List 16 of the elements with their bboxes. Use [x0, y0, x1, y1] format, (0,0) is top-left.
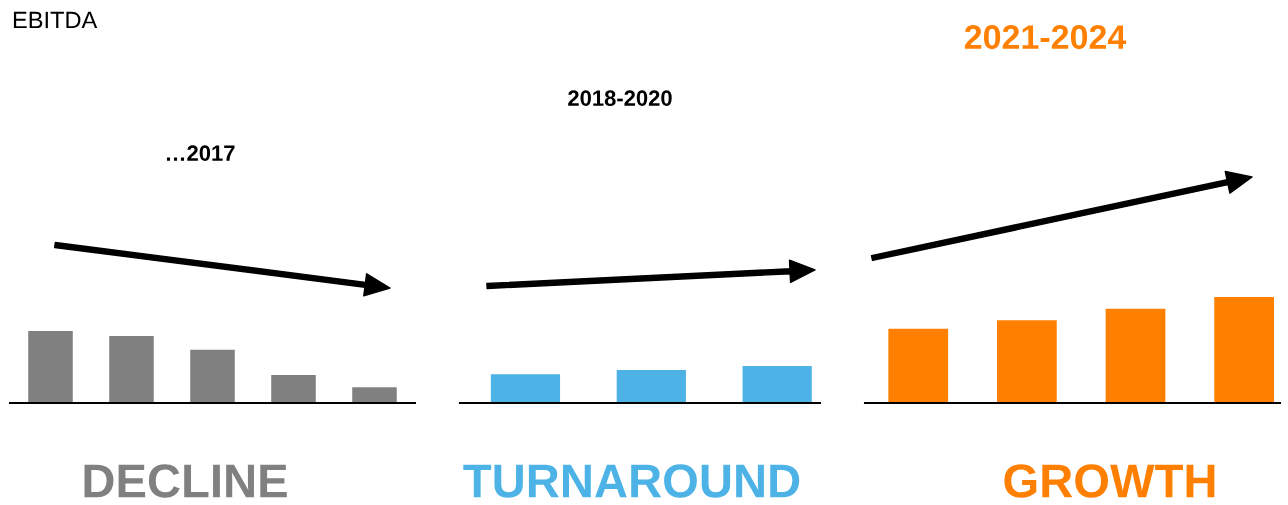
bar — [888, 328, 949, 403]
x-axis-title: DECLINE — [84, 464, 287, 498]
chart-title: 2018-2020 — [568, 90, 672, 106]
x-axis-title: TURNAROUND — [463, 464, 800, 498]
bar — [352, 387, 397, 403]
chart-title: …2017 — [166, 145, 235, 161]
bar — [190, 349, 235, 403]
bar — [1105, 308, 1166, 403]
x-axis-title: GROWTH — [1004, 464, 1215, 498]
chart-title: 2021-2024 — [964, 25, 1127, 50]
bar — [271, 374, 316, 403]
bar — [109, 336, 154, 403]
text: EBITDA — [13, 11, 98, 29]
bar — [1214, 297, 1275, 403]
bar — [997, 320, 1057, 403]
bar — [28, 331, 73, 403]
